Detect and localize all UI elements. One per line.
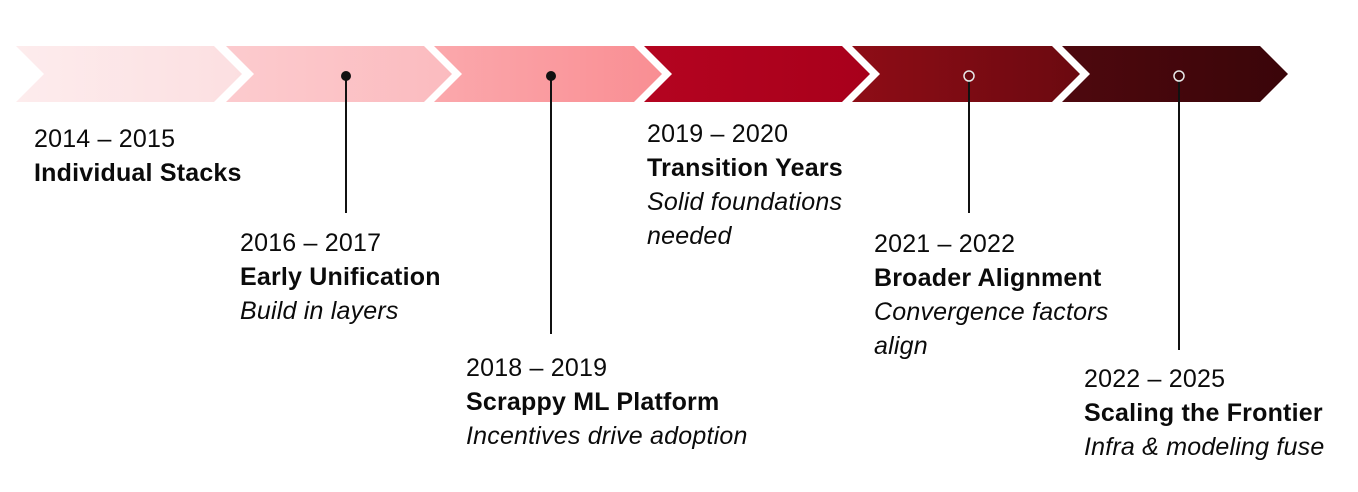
milestone-years: 2019 – 2020: [647, 120, 789, 148]
milestone-description: Infra & modeling fuse: [1084, 433, 1325, 461]
milestone-title: Scaling the Frontier: [1084, 399, 1323, 427]
connector-dot-2: [341, 71, 351, 81]
timeline-segment-1: [16, 46, 242, 102]
milestone-title: Broader Alignment: [874, 264, 1102, 292]
milestone-scaling-the-frontier: 2022 – 2025 Scaling the Frontier Infra &…: [1084, 362, 1324, 464]
milestone-title: Scrappy ML Platform: [466, 388, 720, 416]
connector-dot-5: [963, 70, 975, 82]
milestone-title: Transition Years: [647, 154, 843, 182]
milestone-years: 2018 – 2019: [466, 354, 608, 382]
milestone-years: 2021 – 2022: [874, 230, 1016, 258]
milestone-title: Early Unification: [240, 263, 441, 291]
milestone-description-line-2: needed: [647, 222, 732, 250]
connector-dot-3: [546, 71, 556, 81]
connector-dot-6: [1173, 70, 1185, 82]
milestone-early-unification: 2016 – 2017 Early Unification Build in l…: [240, 226, 441, 328]
milestone-individual-stacks: 2014 – 2015 Individual Stacks: [34, 122, 242, 190]
milestone-scrappy-ml-platform: 2018 – 2019 Scrappy ML Platform Incentiv…: [466, 351, 748, 453]
milestone-description-line-1: Solid foundations: [647, 188, 843, 216]
timeline-segment-2: [226, 46, 452, 102]
milestone-description-line-2: align: [874, 332, 928, 360]
milestone-broader-alignment: 2021 – 2022 Broader Alignment Convergenc…: [874, 227, 1108, 363]
milestone-description-line-1: Convergence factors: [874, 298, 1109, 326]
milestone-title: Individual Stacks: [34, 159, 242, 187]
timeline-segment-4: [644, 46, 870, 102]
milestone-years: 2016 – 2017: [240, 229, 382, 257]
milestone-years: 2022 – 2025: [1084, 365, 1226, 393]
milestone-transition-years: 2019 – 2020 Transition Years Solid found…: [647, 117, 843, 253]
milestone-description: Incentives drive adoption: [466, 422, 748, 450]
milestone-description: Build in layers: [240, 297, 399, 325]
milestone-years: 2014 – 2015: [34, 125, 176, 153]
